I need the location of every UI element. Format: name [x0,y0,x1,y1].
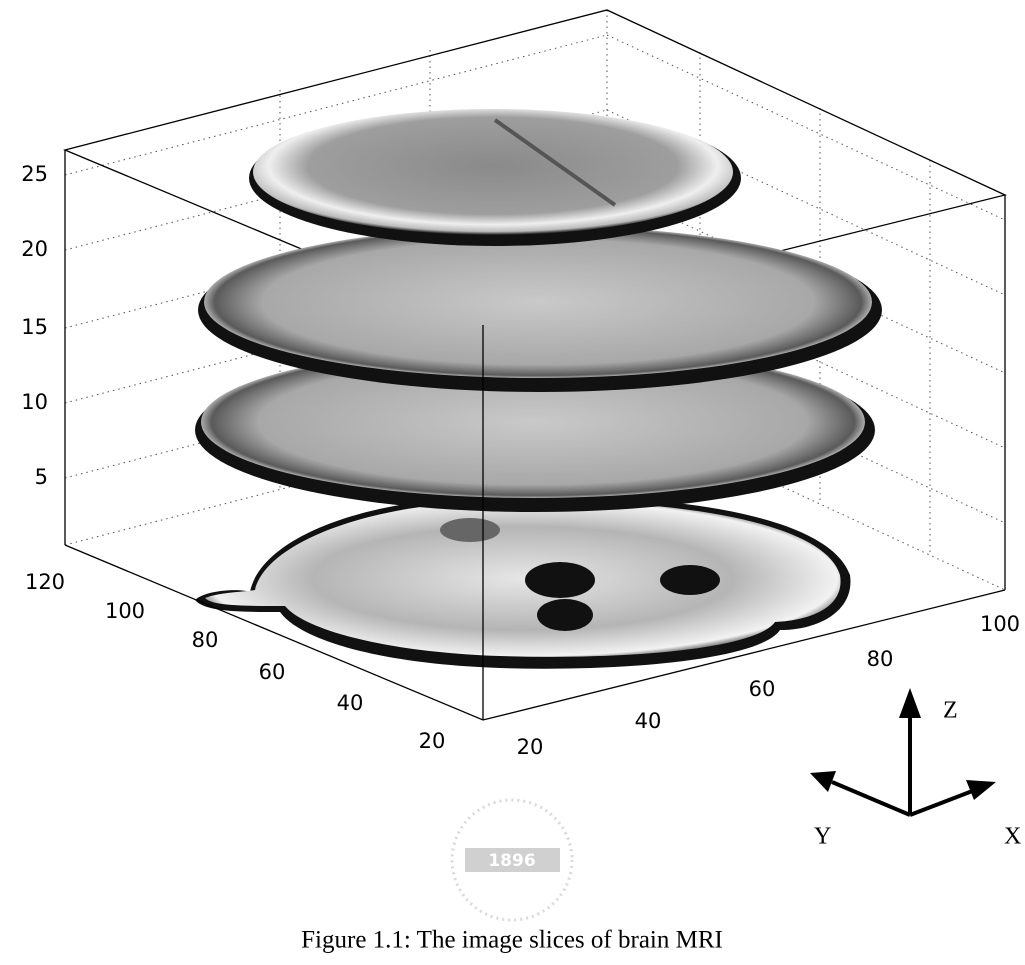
orientation-icon: Z X Y [810,688,1021,850]
x-tick-label: 100 [980,612,1020,636]
slice-top [249,109,741,246]
z-tick-label: 20 [21,237,48,261]
axis-label-x: X [1004,824,1021,850]
y-tick-label: 120 [25,570,65,594]
z-tick-label: 10 [21,390,48,414]
x-tick-label: 80 [867,647,894,671]
axis-label-y: Y [814,824,831,850]
x-tick-label: 60 [749,677,776,701]
slice-bottom [195,495,850,669]
y-tick-label: 60 [259,660,286,684]
watermark-text: 1896 [488,851,535,871]
z-axis: 25 20 15 10 5 [21,162,48,489]
watermark: 1896 [452,800,572,920]
mri-slices [195,109,882,669]
y-tick-label: 80 [192,628,219,652]
z-tick-label: 5 [35,465,48,489]
axis-label-z: Z [943,698,958,724]
slice-upper [198,226,882,392]
z-tick-label: 15 [21,315,48,339]
y-tick-label: 20 [419,729,446,753]
caption: Figure 1.1: The image slices of brain MR… [301,927,723,954]
y-tick-label: 40 [337,691,364,715]
z-tick-label: 25 [21,162,48,186]
x-tick-label: 20 [517,735,544,759]
y-tick-label: 100 [105,599,145,623]
figure: 25 20 15 10 5 120 100 80 60 40 20 20 40 … [0,0,1025,965]
x-tick-label: 40 [635,709,662,733]
